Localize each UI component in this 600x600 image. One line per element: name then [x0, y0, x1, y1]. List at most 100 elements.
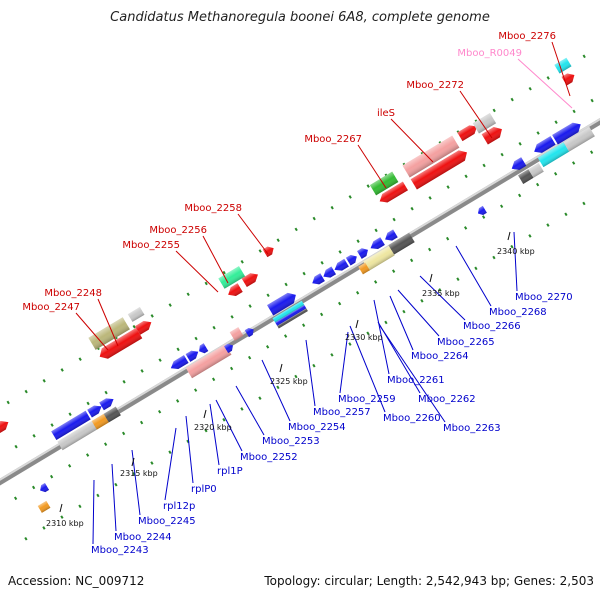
gene-feature-11 — [103, 406, 121, 423]
gene-feature-38 — [363, 245, 395, 271]
gene-feature-34 — [345, 254, 357, 266]
gene-feature-28 — [272, 300, 305, 323]
gene-feature-9 — [57, 421, 97, 451]
leader-line-bottom-13 — [235, 385, 265, 436]
gene-feature-36 — [370, 237, 385, 250]
gene-feature-52 — [534, 136, 556, 153]
gene-feature-21 — [229, 327, 244, 341]
gene-label-top-10: Mboo_2247 — [22, 302, 80, 313]
gene-feature-24 — [228, 283, 243, 296]
kbp-label-5: 2330 kbp — [345, 333, 383, 342]
gene-feature-50 — [518, 169, 534, 184]
gene-feature-26 — [262, 246, 274, 258]
gene-feature-39 — [358, 262, 370, 275]
gene-feature-45 — [457, 125, 478, 142]
gene-label-bottom-19: Mboo_2244 — [114, 532, 172, 543]
leader-line-bottom-11 — [305, 339, 316, 407]
gene-feature-13 — [99, 327, 143, 359]
gene-label-bottom-11: Mboo_2257 — [313, 407, 371, 418]
gene-label-bottom-5: Mboo_2264 — [411, 351, 469, 362]
leader-line-top-3 — [459, 90, 493, 139]
gene-feature-56 — [554, 57, 572, 74]
leader-line-top-2 — [517, 58, 573, 109]
gene-feature-17 — [185, 350, 199, 362]
gene-label-bottom-8: Mboo_2263 — [443, 423, 501, 434]
gene-label-top-6: Mboo_2258 — [184, 203, 242, 214]
leader-line-top-5 — [357, 144, 387, 189]
kbp-label-3: 2320 kbp — [194, 423, 232, 432]
gene-feature-18 — [199, 343, 209, 354]
gene-feature-49 — [511, 157, 527, 170]
gene-label-top-1: Mboo_2276 — [498, 31, 556, 42]
gene-feature-15 — [135, 321, 152, 335]
leader-line-top-7 — [202, 235, 229, 284]
gene-feature-55 — [563, 126, 595, 152]
kbp-label-6: 2335 kbp — [422, 289, 460, 298]
leader-line-top-9 — [97, 298, 119, 347]
gene-feature-5 — [37, 500, 51, 513]
gene-label-bottom-9: Mboo_2260 — [383, 413, 441, 424]
gene-feature-47 — [472, 112, 497, 134]
gene-feature-33 — [334, 258, 349, 271]
kbp-tick-4 — [279, 363, 283, 373]
gene-feature-27 — [267, 292, 296, 316]
gene-label-bottom-20: Mboo_2243 — [91, 545, 149, 556]
gene-feature-57 — [561, 73, 575, 86]
leader-line-bottom-15 — [209, 403, 220, 466]
gene-label-bottom-7: Mboo_2262 — [418, 394, 476, 405]
gene-feature-54 — [537, 142, 570, 168]
gene-feature-8 — [99, 398, 114, 411]
leader-line-top-6 — [237, 213, 269, 255]
leader-line-top-1 — [551, 41, 571, 97]
gene-label-bottom-2: Mboo_2268 — [489, 307, 547, 318]
page-title: Candidatus Methanoregula boonei 6A8, com… — [110, 10, 490, 25]
kbp-tick-1 — [59, 503, 63, 513]
gene-feature-53 — [552, 122, 581, 145]
gene-feature-51 — [528, 163, 544, 178]
tick-row-bottom-inner — [13, 150, 594, 501]
gene-feature-4 — [40, 483, 50, 493]
leader-line-bottom-17 — [164, 427, 177, 501]
gene-label-bottom-17: rpl12p — [163, 501, 195, 512]
gene-feature-19 — [185, 344, 232, 379]
leader-line-bottom-14 — [215, 399, 243, 452]
gene-label-top-5: Mboo_2267 — [304, 134, 362, 145]
gene-label-bottom-13: Mboo_2253 — [262, 436, 320, 447]
accession-text: Accession: NC_009712 — [8, 574, 145, 588]
gene-feature-2 — [0, 420, 9, 439]
gene-label-bottom-18: Mboo_2245 — [138, 516, 196, 527]
gene-label-bottom-4: Mboo_2265 — [437, 337, 495, 348]
tick-row-top-outer — [6, 54, 586, 405]
gene-label-top-3: Mboo_2272 — [406, 80, 464, 91]
gene-label-bottom-6: Mboo_2261 — [387, 375, 445, 386]
gene-feature-12 — [88, 317, 130, 350]
gene-feature-10 — [91, 413, 109, 430]
gene-feature-46 — [477, 205, 487, 216]
gene-feature-41 — [369, 171, 399, 196]
leader-line-bottom-12 — [261, 359, 291, 422]
gene-feature-23 — [218, 266, 246, 289]
leader-line-bottom-5 — [389, 295, 414, 351]
genome-backbone-highlight — [0, 67, 600, 492]
gene-label-bottom-15: rpl1P — [217, 466, 243, 477]
gene-feature-37 — [385, 229, 398, 241]
gene-label-top-9: Mboo_2248 — [44, 288, 102, 299]
gene-feature-6 — [51, 410, 91, 440]
gene-feature-14 — [127, 306, 145, 322]
gene-feature-30 — [277, 308, 308, 329]
gene-feature-48 — [481, 127, 502, 145]
gene-label-bottom-14: Mboo_2252 — [240, 452, 298, 463]
gene-feature-43 — [402, 135, 460, 178]
gene-feature-40 — [388, 232, 415, 255]
genome-backbone — [0, 67, 600, 495]
gene-feature-22 — [244, 327, 254, 338]
gene-label-top-7: Mboo_2256 — [149, 225, 207, 236]
leader-line-bottom-9 — [349, 325, 386, 413]
tick-row-top-inner — [14, 98, 594, 449]
kbp-label-4: 2325 kbp — [270, 377, 308, 386]
leader-line-bottom-2 — [455, 245, 492, 307]
genome-band — [0, 54, 600, 541]
leader-line-bottom-20 — [92, 479, 95, 545]
kbp-label-2: 2315 kbp — [120, 469, 158, 478]
